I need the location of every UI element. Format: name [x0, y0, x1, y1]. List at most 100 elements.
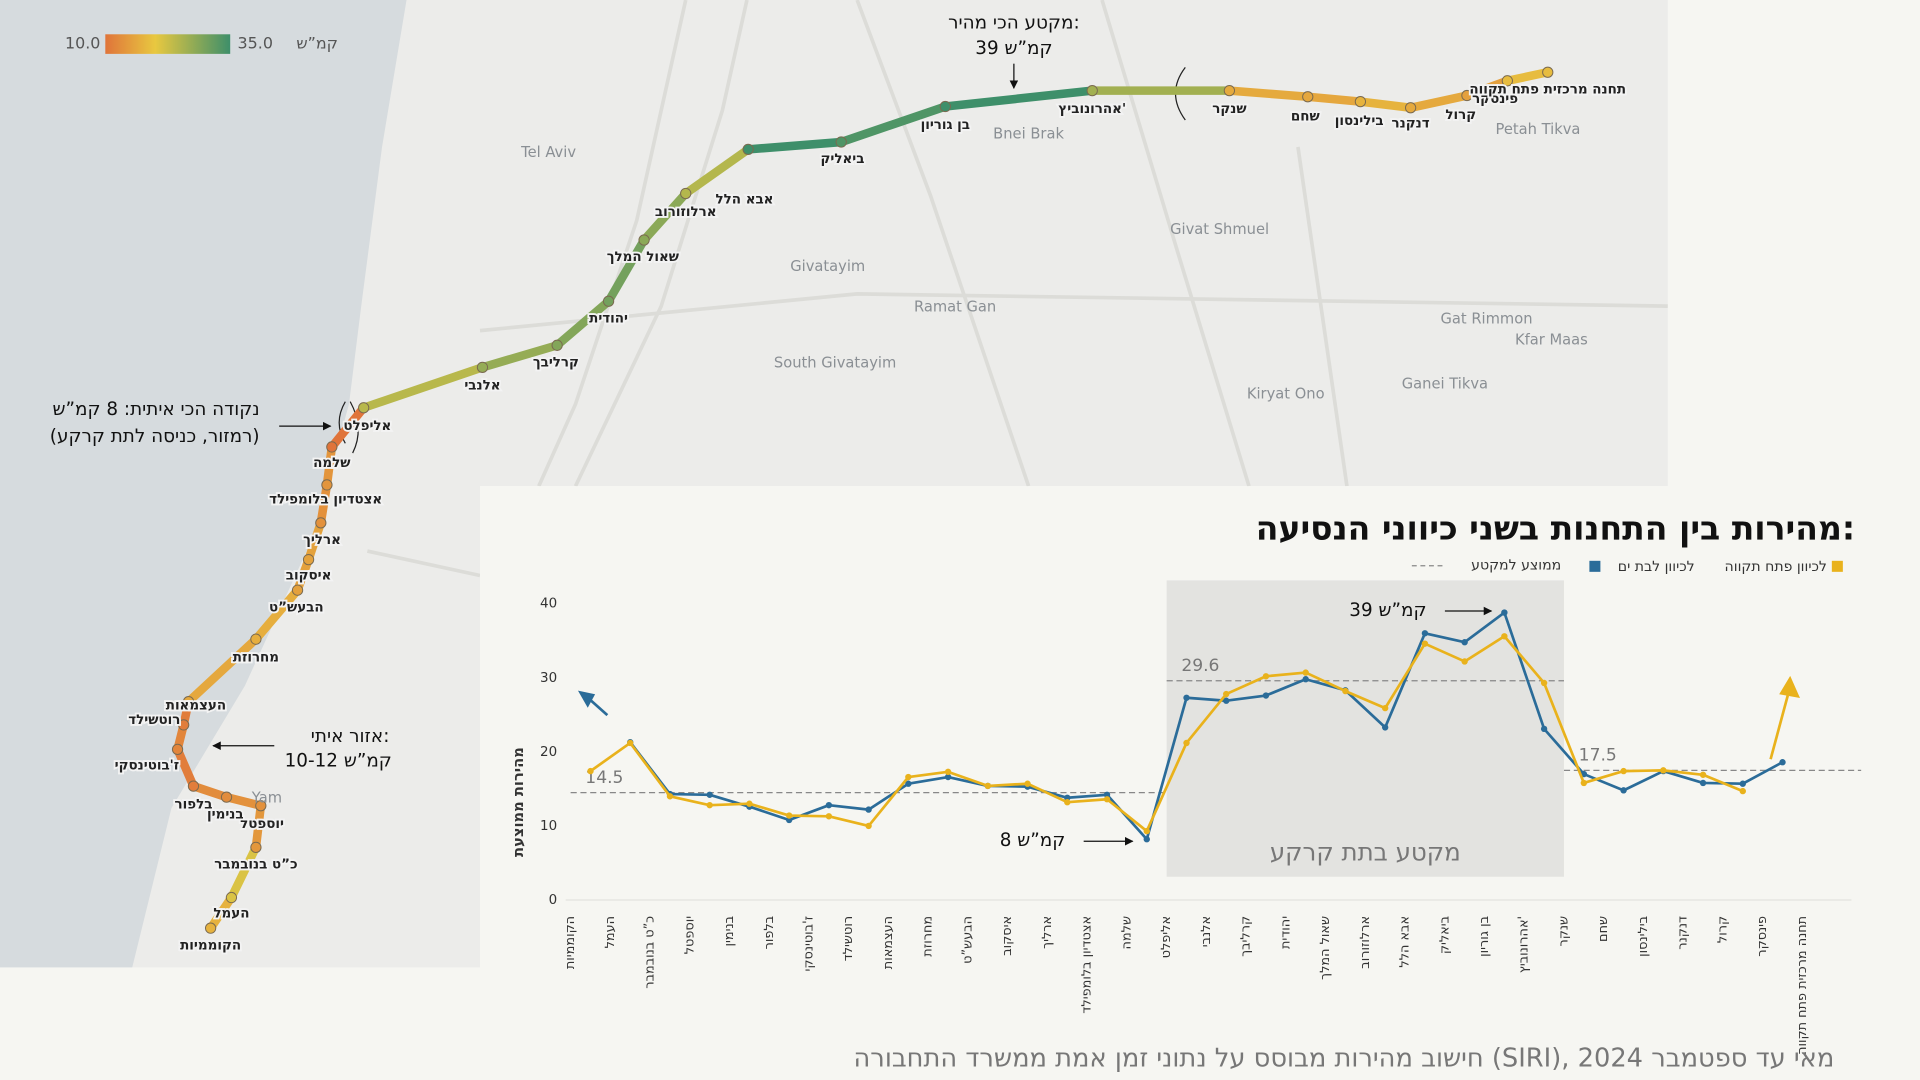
- map-annotation: נקודה הכי איתית: 8 קמ”ש: [53, 399, 260, 420]
- route-segment: [184, 634, 261, 706]
- station-dot: [602, 295, 615, 307]
- x-tick-label: בילינסון: [1636, 916, 1651, 957]
- station-label: שחם: [1291, 109, 1321, 124]
- data-point: [1501, 609, 1508, 616]
- x-tick-label: פינסקר: [1755, 916, 1770, 957]
- station-dot: [1542, 66, 1554, 78]
- map-annotation: 10-12 קמ”ש: [285, 751, 392, 772]
- region-label: מקטע בתת קרקע: [1270, 837, 1461, 866]
- station-label: בלפור: [175, 797, 213, 812]
- route-segment: [1303, 92, 1365, 106]
- place-name: Gat Rimmon: [1441, 311, 1533, 328]
- station-dot: [476, 361, 489, 373]
- series-line: [589, 634, 1744, 833]
- route-segment: [327, 403, 368, 452]
- y-axis-label: מהירות ממוצעת: [510, 747, 527, 857]
- data-point: [1183, 694, 1190, 701]
- plot: מקטע בתת קרקע 0 10 20 30 40 הקוממיות העמל כ”ט בנ…: [540, 580, 1862, 1055]
- station-dot: [321, 479, 333, 491]
- x-tick-label: ז'בוטינסקי: [802, 916, 817, 972]
- data-point: [1024, 780, 1031, 787]
- x-tick-label: הבעש”ט: [960, 916, 975, 964]
- legend-label: לכיוון לבת ים: [1618, 559, 1695, 575]
- x-tick-label: בן גוריון: [1477, 916, 1492, 957]
- data-point: [1143, 836, 1150, 843]
- data-point: [1461, 639, 1468, 646]
- data-point: [1421, 630, 1429, 637]
- place-name: Tel Aviv: [520, 144, 576, 161]
- x-tick-label: אליפלט: [1159, 916, 1174, 958]
- station-label: בן גוריון: [921, 118, 970, 133]
- route-segment: [1356, 97, 1415, 113]
- route-segment: [359, 363, 487, 413]
- place-name: Petah Tikva: [1496, 121, 1581, 138]
- route-segment: [743, 137, 846, 154]
- map: [0, 0, 1668, 968]
- station-label: כ”ט בנובמבר: [214, 857, 297, 872]
- legend-swatch: [1589, 560, 1601, 572]
- x-tick-label: תחנה מרכזית פתח תקווה: [1795, 916, 1810, 1055]
- station-label: בנימין: [207, 807, 244, 822]
- x-tick-label: הקוממיות: [563, 916, 578, 969]
- data-point: [746, 800, 753, 807]
- y-tick-label: 30: [540, 671, 557, 686]
- roads: [366, 0, 1668, 578]
- station-label: שנקר: [1212, 102, 1247, 117]
- station-dot: [742, 143, 754, 156]
- data-point: [785, 812, 793, 819]
- data-point: [1342, 687, 1349, 695]
- direction-arrow: [1769, 695, 1790, 760]
- station-dot: [187, 780, 200, 792]
- x-tick-label: אהרונוביץ': [1517, 916, 1532, 973]
- data-point: [825, 801, 833, 809]
- data-point: [1739, 780, 1746, 787]
- station-dot: [315, 517, 327, 529]
- data-point: [587, 767, 594, 775]
- data-point: [1620, 787, 1627, 794]
- average-label: 17.5: [1579, 746, 1617, 766]
- station-dot: [291, 584, 304, 596]
- direction-arrow: [1779, 675, 1800, 698]
- data-point: [1381, 724, 1389, 731]
- route-segment: [222, 792, 266, 811]
- place-name: Kfar Maas: [1515, 331, 1588, 348]
- data-point: [1779, 759, 1786, 766]
- station-label: הקוממיות: [180, 938, 241, 953]
- station-label: אהרונוביץ': [1058, 102, 1126, 117]
- legend-swatch: [1831, 560, 1843, 572]
- place-name: Yam: [251, 789, 282, 806]
- route-segment: [1462, 76, 1512, 100]
- route-segment: [604, 235, 649, 306]
- route-segment: [322, 442, 337, 490]
- map-annotation: 39 קמ”ש: [975, 38, 1052, 59]
- station-dot: [551, 339, 563, 351]
- legend-unit: קמ”ש: [296, 34, 338, 53]
- station-dot: [835, 136, 847, 148]
- x-tick-label: שאול המלך: [1318, 916, 1333, 980]
- x-tick-label: אלנבי: [1199, 916, 1214, 947]
- route-segment: [251, 801, 266, 852]
- data-point: [1699, 771, 1707, 778]
- route-segment: [552, 296, 613, 350]
- station-dot: [939, 100, 951, 113]
- station-label: פינסקר: [1472, 92, 1518, 107]
- x-tick-label: שלמה: [1119, 916, 1134, 950]
- legend-label: ממוצע למקטע: [1471, 558, 1561, 574]
- station-dot: [204, 922, 217, 934]
- x-tick-label: ביאליק: [1437, 916, 1452, 954]
- x-tick-label: יהודית: [1278, 916, 1293, 949]
- data-point: [1540, 679, 1548, 687]
- y-tick-label: 10: [540, 819, 557, 834]
- data-point: [1103, 796, 1111, 803]
- station-label: אבא הלל: [715, 193, 773, 208]
- data-point: [1739, 787, 1746, 795]
- direction-arrow: [577, 690, 596, 708]
- x-tick-label: אצטדיון בלומפילד: [1080, 916, 1095, 1014]
- y-tick-label: 20: [540, 745, 557, 760]
- station-label: איסקוב: [286, 569, 332, 584]
- data-point: [825, 813, 833, 820]
- place-name: Kiryat Ono: [1247, 385, 1325, 402]
- sea: [0, 0, 407, 968]
- station-label: יוספטל: [240, 817, 284, 832]
- station-label: קרול: [1445, 108, 1476, 123]
